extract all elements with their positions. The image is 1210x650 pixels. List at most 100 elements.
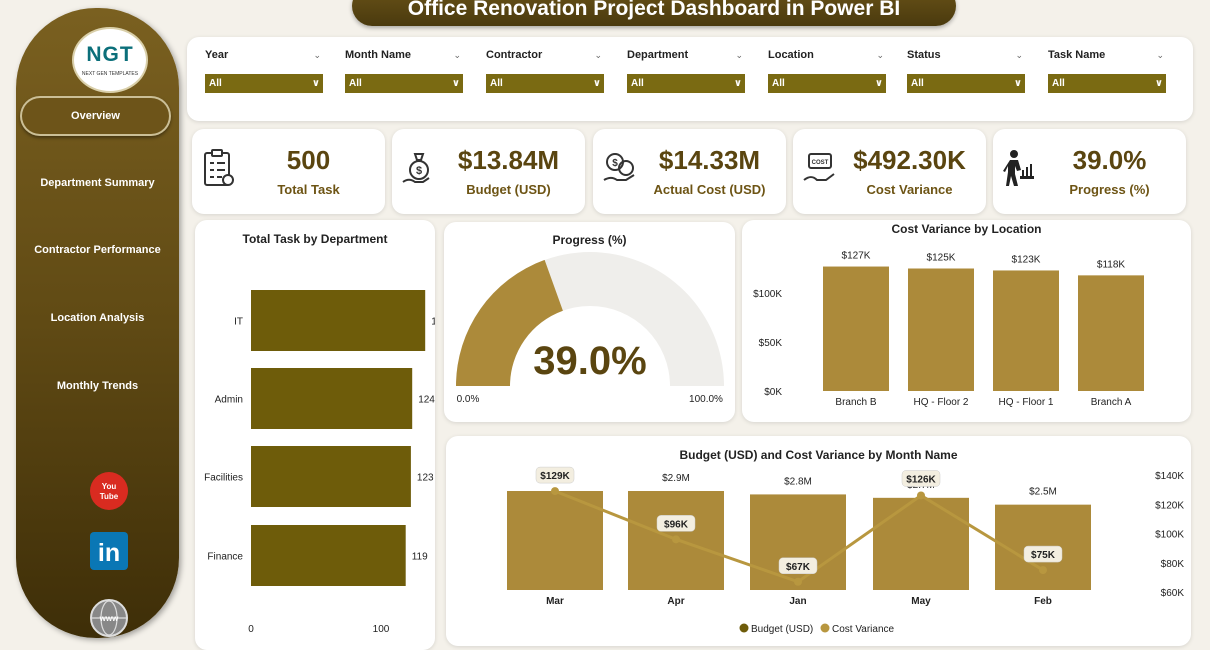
budget-data-label: $2.5M [1029,487,1057,498]
filter-status: Status ⌄ All ∨ [907,49,1027,93]
youtube-icon[interactable]: You Tube [89,471,129,511]
location-chart-panel: Cost Variance by Location $100K $50K $0K $1… [742,220,1191,422]
location-data-label: $127K [842,251,871,262]
dept-data-label: 123 [417,473,434,484]
month-y2-tick: $120K [1155,500,1184,511]
gauge-fill [456,259,563,386]
filter-dropdown[interactable]: All ∨ [1048,74,1166,93]
filter-dropdown[interactable]: All ∨ [768,74,886,93]
filter-dropdown[interactable]: All ∨ [907,74,1025,93]
dept-x-tick: 0 [248,624,254,635]
nav-overview[interactable]: Overview [20,96,171,136]
location-chart-title: Cost Variance by Location [891,222,1042,236]
month-combo-chart: $2.9MMar$2.9MApr$2.8MJan$2.7MMay$2.5MFeb… [507,466,1185,635]
kpi-label: Budget (USD) [466,182,551,197]
website-icon-text: www [99,614,119,623]
chevron-down-icon[interactable]: ⌄ [735,50,743,60]
cost-variance-point [1039,566,1047,575]
filter-dropdown[interactable]: All ∨ [486,74,604,93]
dept-bar [251,368,413,429]
location-bar [908,268,974,391]
filter-dropdown[interactable]: All ∨ [345,74,463,93]
dept-bar [251,446,411,507]
location-y-tick: $0K [764,387,782,398]
location-bar [993,270,1059,391]
cost-variance-label: $96K [656,515,696,532]
filter-label: Task Name [1048,49,1106,61]
budget-data-label: $2.8M [784,476,812,487]
kpi-label: Cost Variance [866,182,953,197]
dept-category-label: Finance [207,552,243,563]
cost-variance-label-box [656,515,696,532]
chevron-down-icon[interactable]: ⌄ [1156,50,1164,60]
kpi-card-progress: 39.0% Progress (%) [993,129,1186,214]
chevron-down-icon[interactable]: ⌄ [1015,50,1023,60]
cost-variance-point [551,487,559,496]
cost-variance-label-box [901,470,941,487]
month-category-label: Apr [667,596,684,607]
kpi-card-budget-usd: $ $13.84M Budget (USD) [392,129,585,214]
svg-text:$: $ [612,158,618,169]
linkedin-icon-text: in [98,539,120,567]
budget-data-label: $2.9M [662,473,690,484]
dept-data-label: 134 [431,317,435,328]
chevron-down-icon[interactable]: ⌄ [313,50,321,60]
dept-data-label: 124 [418,395,435,406]
budget-bar [873,497,969,590]
nav-location-analysis[interactable]: Location Analysis [50,312,145,324]
cost-variance-label-box [535,466,575,484]
nav-monthly-trends[interactable]: Monthly Trends [56,380,139,392]
cost-hand-icon: COST [802,148,836,190]
kpi-value: 500 [286,145,331,175]
month-chart-panel: Budget (USD) and Cost Variance by Month … [446,436,1191,646]
dept-bar-chart: IT 134 Admin 124 Facilities 123 Finance 119 0 100 [204,290,435,635]
chevron-down-icon[interactable]: ⌄ [594,50,602,60]
filter-value: All [772,78,785,89]
cost-variance-label-text: $67K [786,562,811,573]
month-y2-tick: $60K [1161,588,1185,599]
legend-cost-label: Cost Variance [832,624,895,635]
filter-month-name: Month Name ⌄ All ∨ [345,49,465,93]
cost-variance-label: $126K [901,470,941,487]
page-title: Office Renovation Project Dashboard in P… [352,0,956,26]
youtube-icon-text-1: You [102,482,117,491]
filter-value: All [349,78,362,89]
chevron-down-icon[interactable]: ⌄ [876,50,884,60]
money-bag-icon: $ [401,148,435,190]
kpi-value: $14.33M [658,145,761,175]
filter-department: Department ⌄ All ∨ [627,49,747,93]
legend-budget-label: Budget (USD) [751,624,813,635]
filter-label: Department [627,49,689,61]
linkedin-icon[interactable]: in [89,531,129,571]
month-y2-tick: $140K [1155,471,1184,482]
filter-label: Month Name [345,49,411,61]
nav-department-summary[interactable]: Department Summary [40,177,155,189]
progress-gauge: 39.0% 0.0% 100.0% [456,252,724,405]
filter-value: All [490,78,503,89]
logo-text: NGT [86,43,134,66]
budget-bar [750,494,846,590]
progress-chart-title: Progress (%) [552,233,627,247]
progress-chart-panel: Progress (%) 39.0% 0.0% 100.0% [444,222,735,422]
location-bar-chart: $100K $50K $0K $127K Branch B $125K HQ - Floor… [753,251,1144,408]
gauge-value: 39.0% [533,339,646,383]
filter-dropdown[interactable]: All ∨ [205,74,323,93]
chevron-down-icon[interactable]: ⌄ [453,50,461,60]
nav-contractor-performance[interactable]: Contractor Performance [34,244,161,256]
kpi-card-cost-variance: COST $492.30K Cost Variance [793,129,986,214]
filter-dropdown[interactable]: All ∨ [627,74,745,93]
dropdown-arrow-icon: ∨ [874,78,883,89]
dept-category-label: IT [234,317,243,328]
cost-variance-label-text: $129K [540,471,570,482]
dept-chart-title: Total Task by Department [242,232,388,246]
gauge-min-label: 0.0% [457,394,480,405]
website-icon[interactable]: www [89,598,129,638]
gauge-max-label: 100.0% [689,394,723,405]
filter-value: All [631,78,644,89]
dept-bar [251,290,426,351]
svg-text:$: $ [416,165,422,177]
dropdown-arrow-icon: ∨ [1013,78,1022,89]
dept-chart-panel: Total Task by Department IT 134 Admin 124 Fa… [195,220,435,650]
month-chart-title: Budget (USD) and Cost Variance by Month … [679,448,958,462]
location-category-label: Branch A [1091,397,1132,408]
